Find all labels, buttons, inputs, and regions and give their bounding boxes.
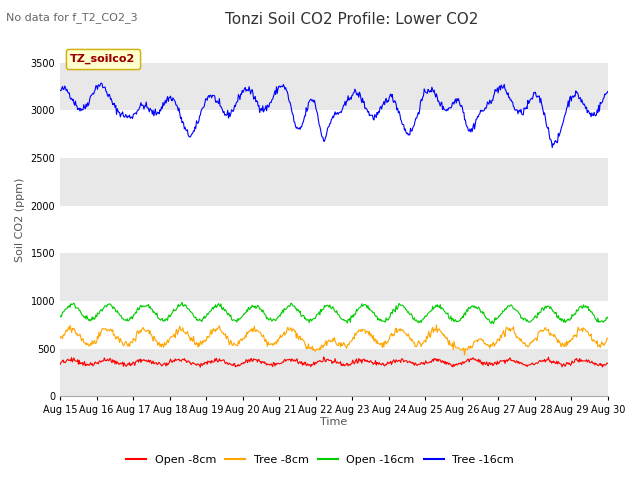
X-axis label: Time: Time [321, 417, 348, 427]
Legend: TZ_soilco2: TZ_soilco2 [66, 49, 140, 69]
Bar [60, 110, 608, 158]
Bar [60, 348, 608, 396]
Bar [60, 158, 608, 206]
Bar [60, 206, 608, 253]
Bar [60, 301, 608, 348]
Legend: Open -8cm, Tree -8cm, Open -16cm, Tree -16cm: Open -8cm, Tree -8cm, Open -16cm, Tree -… [122, 451, 518, 469]
Y-axis label: Soil CO2 (ppm): Soil CO2 (ppm) [15, 178, 25, 262]
Text: Tonzi Soil CO2 Profile: Lower CO2: Tonzi Soil CO2 Profile: Lower CO2 [225, 12, 479, 27]
Bar [60, 63, 608, 110]
Text: No data for f_T2_CO2_3: No data for f_T2_CO2_3 [6, 12, 138, 23]
Bar [60, 253, 608, 301]
